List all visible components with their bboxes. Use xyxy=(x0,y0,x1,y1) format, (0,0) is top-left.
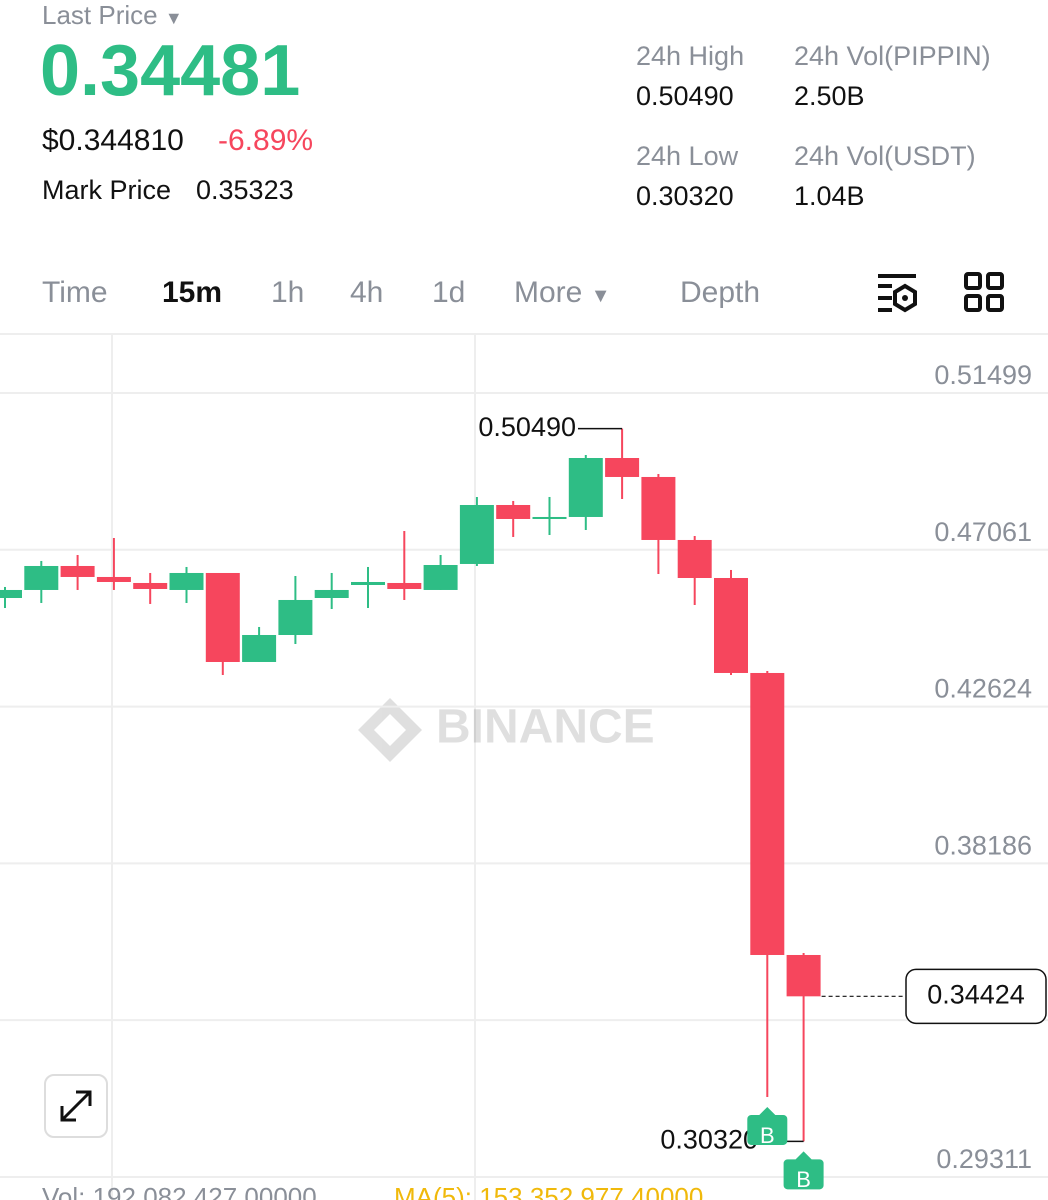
candle-body xyxy=(133,582,168,589)
tab[interactable]: 1h xyxy=(271,276,305,309)
buy-marker-shape xyxy=(747,1106,788,1145)
buy-marker-shape xyxy=(783,1151,824,1190)
tab[interactable]: 1d xyxy=(432,276,466,309)
candle-body xyxy=(96,576,131,582)
tab[interactable]: Depth xyxy=(680,276,761,309)
last-price-box xyxy=(905,968,1047,1025)
y-tick-label: 0.29311 xyxy=(936,1144,1032,1174)
candle-body xyxy=(786,954,821,997)
candle-body xyxy=(169,572,204,590)
candle-body xyxy=(423,564,458,590)
layout-icon[interactable] xyxy=(964,272,1004,312)
tab[interactable]: Time xyxy=(42,276,108,309)
buy-marker: B xyxy=(783,1151,824,1192)
change: -6.89% xyxy=(218,124,314,157)
mark-label: Mark Price xyxy=(42,175,172,205)
stat-label: 24h Vol(PIPPIN) xyxy=(794,41,991,71)
y-tick-label: 0.47061 xyxy=(934,517,1032,547)
mark-price: 0.35323 xyxy=(196,175,294,205)
candle-body xyxy=(714,577,748,673)
buy-marker-text: B xyxy=(796,1167,811,1192)
candle-body xyxy=(496,504,531,519)
stat-value: 0.30320 xyxy=(636,181,734,211)
stat-value: 2.50B xyxy=(794,81,865,111)
candle-body xyxy=(278,599,313,635)
candle-body xyxy=(459,504,494,564)
candle-body xyxy=(677,539,712,578)
candle-body xyxy=(205,572,240,662)
y-tick-label: 0.51499 xyxy=(934,360,1032,390)
usd-price: $0.344810 xyxy=(42,124,184,157)
watermark: BINANCE xyxy=(358,698,655,762)
stat-value: 0.50490 xyxy=(636,81,734,111)
candle-body xyxy=(605,458,640,477)
candle-body xyxy=(641,476,676,540)
buy-marker-text: B xyxy=(760,1123,775,1148)
last-price-label[interactable]: Last Price ▼ xyxy=(42,0,183,31)
stat-label: 24h High xyxy=(636,41,745,71)
candle-body xyxy=(750,672,785,955)
caret: ▼ xyxy=(164,8,183,28)
high-label: 0.50490 xyxy=(478,412,576,442)
candle-body xyxy=(568,458,603,517)
stat-value: 1.04B xyxy=(794,181,865,211)
watermark-text: BINANCE xyxy=(436,701,655,754)
low-label: 0.30320 xyxy=(660,1124,758,1154)
label: Last Price xyxy=(42,0,158,30)
candle-body xyxy=(351,581,385,585)
ma-text: MA(5): 153,352,977.40000 xyxy=(394,1182,704,1200)
label: More xyxy=(514,276,583,309)
candle-body xyxy=(0,589,22,598)
buy-marker: B xyxy=(747,1106,788,1148)
candle-body xyxy=(532,516,567,519)
tab[interactable]: 4h xyxy=(350,276,384,309)
stat-label: 24h Low xyxy=(636,141,739,171)
caret: ▼ xyxy=(590,285,611,307)
y-tick-label: 0.42624 xyxy=(934,674,1032,704)
y-tick-label: 0.38186 xyxy=(934,831,1032,861)
settings-icon[interactable] xyxy=(874,272,920,314)
candle-body xyxy=(314,589,349,598)
volume-text: Vol: 192,082,427.00000 xyxy=(42,1182,317,1200)
stat-label: 24h Vol(USDT) xyxy=(794,141,976,171)
fullscreen-button[interactable] xyxy=(44,1074,108,1138)
candle-body xyxy=(387,582,422,589)
last-price: 0.34481 xyxy=(40,31,301,111)
last-price-label: 0.34424 xyxy=(927,979,1025,1009)
expand-icon xyxy=(60,1090,92,1122)
candle-body xyxy=(60,565,95,577)
tab[interactable]: More ▼ xyxy=(514,276,611,310)
tab-active[interactable]: 15m xyxy=(162,276,223,309)
candle-body xyxy=(242,634,277,662)
candle-body xyxy=(24,565,59,590)
